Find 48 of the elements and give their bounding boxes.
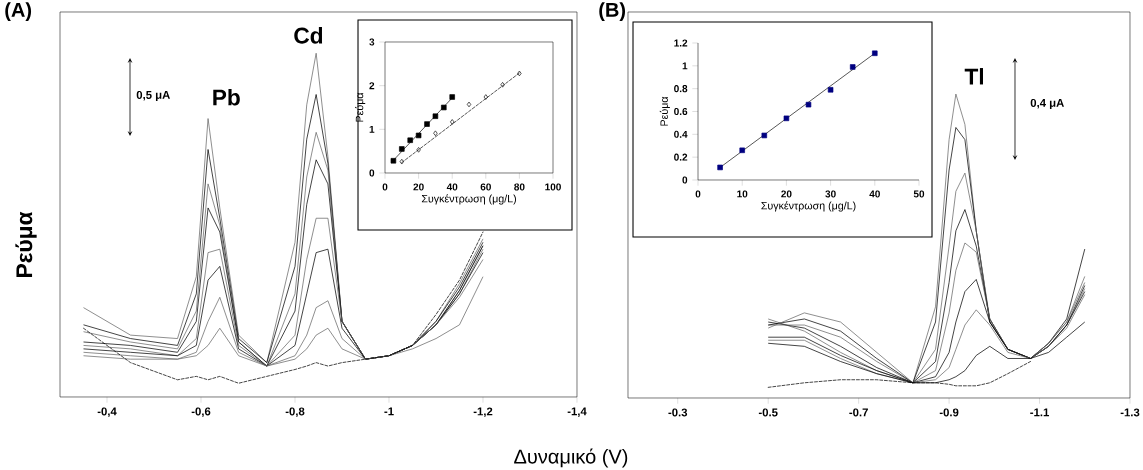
y-axis-title: Ρεύμα	[355, 92, 366, 122]
x-tick-label: -0,6	[191, 407, 211, 418]
x-tick-label: -0,4	[97, 407, 117, 418]
x-axis-title: Συγκέντρωση (μg/L)	[761, 201, 856, 212]
x-tick-label: 40	[869, 190, 880, 198]
annotation: Cd	[294, 27, 323, 44]
x-tick-label: -1.3	[1120, 408, 1140, 417]
y-axis-title: Ρεύμα	[15, 211, 37, 277]
y-tick-label: 0	[369, 169, 375, 177]
annotation: Tl	[964, 68, 984, 85]
y-tick-label: 0.4	[674, 130, 688, 138]
x-tick-label: 20	[781, 190, 792, 198]
chart-title: (A)	[5, 2, 32, 21]
x-tick-label: 0	[695, 190, 701, 198]
y-tick-label: 0.8	[674, 85, 688, 93]
x-tick-label: 40	[446, 183, 458, 191]
y-tick-label: 1	[682, 62, 688, 70]
annotation: 0,4 μA	[1030, 98, 1064, 110]
y-tick-label: 2	[369, 82, 375, 90]
x-tick-label: -1.1	[1030, 408, 1049, 417]
x-tick-label: -0.3	[668, 408, 688, 417]
x-tick-label: 60	[480, 183, 491, 191]
x-tick-label: 80	[514, 183, 525, 191]
x-tick-label: -0.9	[939, 408, 959, 417]
x-axis-title: Συγκέντρωση (μg/L)	[421, 194, 516, 205]
x-tick-label: 0	[382, 183, 388, 191]
x-tick-label: -0,8	[285, 407, 305, 418]
y-tick-label: 3	[369, 38, 375, 46]
x-tick-label: 50	[913, 190, 925, 198]
x-tick-label: 20	[413, 183, 424, 191]
x-tick-label: -1,2	[473, 407, 493, 418]
chart-title: (B)	[599, 2, 626, 21]
x-tick-label: -0.5	[758, 408, 778, 417]
x-tick-label: 100	[545, 183, 561, 191]
y-tick-label: 0.2	[674, 153, 688, 161]
x-tick-label: -1	[384, 407, 394, 416]
x-tick-label: 30	[825, 190, 836, 198]
y-tick-label: 0.6	[674, 107, 688, 116]
x-tick-label: -1,4	[567, 407, 587, 417]
y-tick-label: 1.2	[674, 39, 688, 47]
x-tick-label: 10	[737, 190, 748, 198]
y-axis-title: Ρεύμα	[659, 96, 670, 126]
y-tick-label: 1	[369, 125, 375, 133]
annotation: 0,5 μA	[136, 90, 170, 102]
y-tick-label: 0	[682, 176, 688, 184]
x-axis-title: Δυναμικό (V)	[514, 448, 628, 468]
annotation: Pb	[213, 88, 240, 106]
x-tick-label: -0.7	[849, 408, 868, 417]
